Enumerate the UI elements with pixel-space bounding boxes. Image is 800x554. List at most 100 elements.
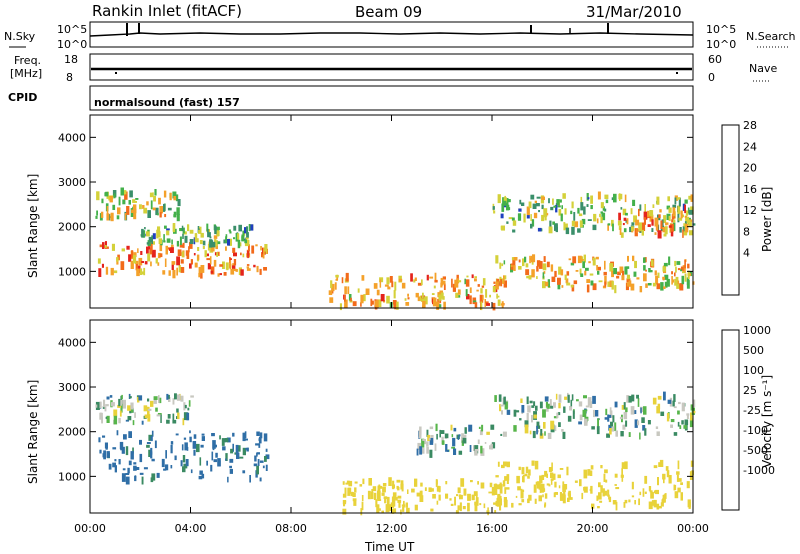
data-cell bbox=[605, 199, 609, 204]
data-cell bbox=[157, 252, 161, 259]
data-cell bbox=[649, 214, 654, 222]
data-cell bbox=[422, 301, 426, 309]
data-cell bbox=[154, 189, 157, 196]
data-cell bbox=[613, 268, 617, 275]
data-cell bbox=[643, 217, 646, 225]
data-cell bbox=[423, 439, 426, 445]
data-cell bbox=[179, 228, 183, 232]
data-cell bbox=[690, 219, 693, 222]
data-cell bbox=[122, 468, 126, 471]
data-cell bbox=[626, 278, 631, 283]
data-cell bbox=[684, 199, 688, 204]
data-cell bbox=[549, 220, 552, 228]
data-cell bbox=[536, 481, 541, 489]
data-cell bbox=[216, 226, 220, 231]
data-cell bbox=[504, 487, 507, 494]
data-cell bbox=[184, 232, 187, 235]
data-cell bbox=[202, 246, 205, 250]
data-cell bbox=[512, 229, 516, 233]
data-cell bbox=[147, 210, 151, 218]
data-cell bbox=[684, 259, 686, 269]
data-cell bbox=[660, 220, 663, 229]
data-cell bbox=[347, 487, 351, 496]
data-cell bbox=[668, 207, 672, 213]
data-cell bbox=[373, 283, 378, 289]
data-cell bbox=[189, 263, 192, 269]
data-cell bbox=[597, 191, 601, 200]
data-cell bbox=[597, 418, 599, 428]
data-cell bbox=[118, 459, 121, 465]
data-cell bbox=[593, 409, 595, 418]
x-tick-label: 12:00 bbox=[376, 522, 408, 535]
data-cell bbox=[120, 399, 123, 406]
data-cell bbox=[215, 240, 218, 246]
data-cell bbox=[521, 202, 525, 206]
data-cell bbox=[135, 260, 139, 265]
data-cell bbox=[660, 502, 663, 507]
data-cell bbox=[134, 208, 137, 214]
data-cell bbox=[527, 498, 530, 504]
data-cell bbox=[376, 490, 381, 500]
data-cell bbox=[579, 268, 582, 275]
data-cell bbox=[674, 272, 676, 277]
data-cell bbox=[156, 414, 161, 417]
data-cell bbox=[622, 208, 627, 216]
data-cell bbox=[500, 484, 503, 490]
data-cell bbox=[607, 223, 611, 226]
data-cell bbox=[183, 463, 188, 469]
data-cell bbox=[342, 508, 347, 515]
data-cell bbox=[153, 396, 157, 404]
data-cell bbox=[634, 500, 636, 505]
data-cell bbox=[521, 499, 525, 503]
data-cell bbox=[670, 231, 674, 237]
data-cell bbox=[494, 395, 497, 402]
data-cell bbox=[261, 252, 264, 258]
data-cell bbox=[228, 229, 231, 232]
data-cell bbox=[586, 204, 589, 207]
data-cell bbox=[647, 210, 650, 217]
data-cell bbox=[177, 199, 181, 207]
data-cell bbox=[209, 236, 212, 239]
data-cell bbox=[189, 229, 194, 234]
data-cell bbox=[139, 268, 143, 275]
data-cell bbox=[605, 408, 608, 416]
data-cell bbox=[180, 259, 184, 264]
data-cell bbox=[543, 256, 546, 262]
data-cell bbox=[213, 259, 217, 267]
data-cell bbox=[671, 214, 675, 220]
data-cell bbox=[495, 475, 499, 478]
data-cell bbox=[645, 269, 647, 272]
data-cell bbox=[608, 494, 610, 500]
data-cell bbox=[397, 499, 402, 503]
data-cell bbox=[551, 462, 553, 472]
data-cell bbox=[497, 461, 500, 467]
cpid-panel bbox=[89, 85, 694, 111]
data-cell bbox=[124, 213, 127, 221]
data-cell bbox=[443, 283, 446, 290]
data-cell bbox=[120, 187, 124, 196]
data-cell bbox=[637, 420, 640, 426]
data-cell bbox=[419, 446, 423, 455]
data-cell bbox=[609, 263, 614, 272]
data-cell bbox=[641, 229, 644, 236]
data-cell bbox=[247, 250, 249, 259]
data-cell bbox=[511, 502, 514, 508]
data-cell bbox=[541, 196, 545, 200]
data-cell bbox=[604, 469, 608, 474]
data-cell bbox=[644, 428, 647, 436]
data-cell bbox=[623, 228, 627, 233]
data-cell bbox=[589, 273, 594, 276]
data-cell bbox=[216, 230, 220, 237]
data-cell bbox=[550, 405, 554, 409]
data-cell bbox=[264, 244, 268, 252]
data-cell bbox=[562, 481, 565, 491]
data-cell bbox=[680, 269, 682, 272]
data-cell bbox=[484, 442, 487, 444]
data-cell bbox=[670, 223, 674, 232]
data-cell bbox=[166, 228, 170, 231]
data-cell bbox=[150, 451, 153, 459]
data-cell bbox=[265, 464, 268, 471]
data-cell bbox=[155, 407, 158, 412]
data-cell bbox=[206, 223, 209, 232]
data-cell bbox=[666, 205, 670, 210]
